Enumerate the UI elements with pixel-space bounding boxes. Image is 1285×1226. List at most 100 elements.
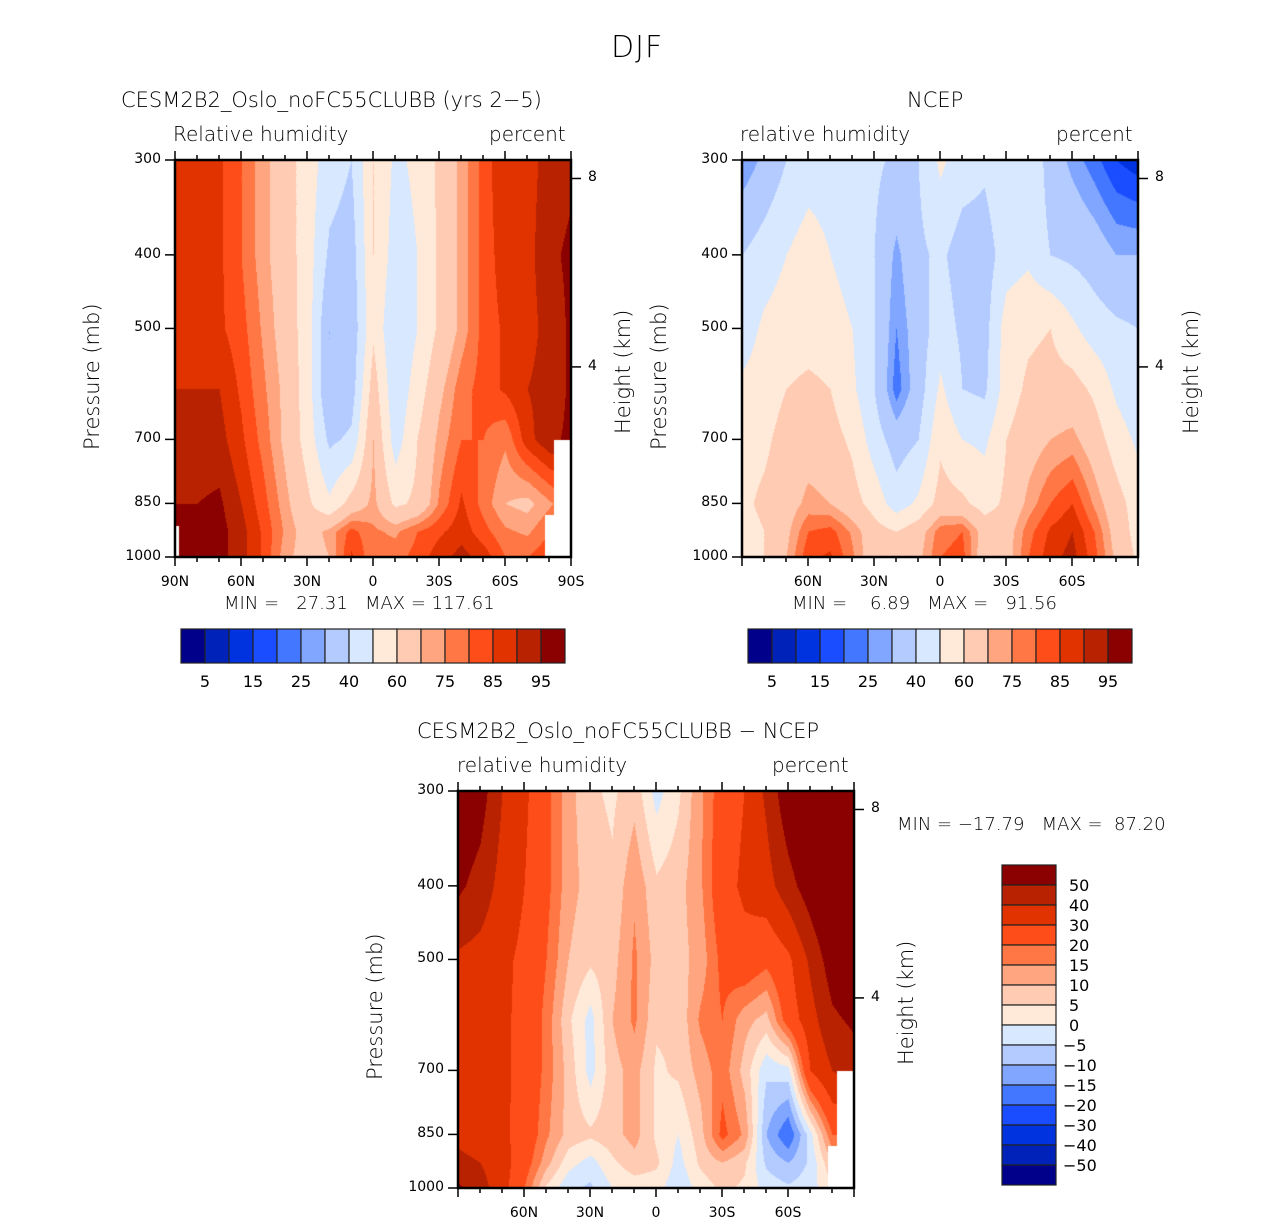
colorbar-label: 20 — [1069, 936, 1090, 955]
x-tick-label: 60S — [491, 574, 519, 590]
colorbar-box — [1001, 1124, 1057, 1146]
y-tick-label: 700 — [701, 430, 728, 447]
colorbar-box — [228, 628, 254, 664]
y-tick-label: 400 — [417, 876, 444, 893]
panel-title-obs: NCEP — [907, 88, 964, 112]
panel-title-model: CESM2B2_Oslo_noFC55CLUBB (yrs 2−5) — [121, 88, 542, 112]
colorbar-label: 5 — [199, 672, 211, 691]
x-tick-label: 60N — [509, 1205, 539, 1221]
colorbar-box — [1001, 1084, 1057, 1106]
left-string-obs: relative humidity — [740, 122, 911, 146]
colorbar-label: −10 — [1063, 1056, 1097, 1075]
left-string-diff: relative humidity — [457, 753, 628, 777]
colorbar-box — [1001, 1024, 1057, 1046]
colorbar-model — [180, 628, 566, 664]
colorbar-box — [867, 628, 893, 664]
colorbar-label: −15 — [1063, 1076, 1097, 1095]
x-tick-label: 30N — [575, 1205, 605, 1221]
axes-model — [165, 151, 581, 566]
colorbar-box — [468, 628, 494, 664]
colorbar-box — [492, 628, 518, 664]
y-right-tick-label: 4 — [588, 357, 597, 374]
colorbar-label: 25 — [290, 672, 312, 691]
colorbar-label: −5 — [1063, 1036, 1087, 1055]
colorbar-diff — [1001, 864, 1057, 1186]
right-string-model: percent — [489, 122, 566, 146]
colorbar-box — [540, 628, 566, 664]
figure-title: DJF — [611, 30, 664, 65]
colorbar-box — [1001, 1104, 1057, 1126]
colorbar-box — [1001, 924, 1057, 946]
colorbar-box — [372, 628, 398, 664]
y-tick-label: 500 — [417, 950, 444, 967]
axes-diff — [448, 782, 864, 1197]
colorbar-box — [1001, 864, 1057, 886]
right-string-obs: percent — [1056, 122, 1133, 146]
y-right-tick-label: 8 — [871, 800, 880, 817]
y-axis-right-label-diff: Height (km) — [894, 940, 918, 1065]
plot-frame — [173, 158, 573, 559]
y-tick-label: 400 — [701, 245, 728, 262]
colorbar-label: −20 — [1063, 1096, 1097, 1115]
colorbar-obs — [747, 628, 1133, 664]
y-right-tick-label: 4 — [871, 988, 880, 1005]
colorbar-box — [396, 628, 422, 664]
contour-plot-model — [175, 160, 571, 557]
x-tick-label: 60S — [1058, 574, 1086, 590]
plot-frame — [740, 158, 1140, 559]
colorbar-box — [1059, 628, 1085, 664]
colorbar-box — [1001, 984, 1057, 1006]
x-tick-label: 30S — [708, 1205, 736, 1221]
y-axis-label-diff: Pressure (mb) — [363, 933, 387, 1080]
y-axis-right-label-obs: Height (km) — [1179, 309, 1203, 434]
y-tick-label: 500 — [134, 319, 161, 336]
x-tick-label: 60N — [793, 574, 823, 590]
minmax-model: MIN = 27.31 MAX = 117.61 — [224, 593, 495, 614]
colorbar-box — [324, 628, 350, 664]
colorbar-box — [300, 628, 326, 664]
colorbar-label: 85 — [1049, 672, 1071, 691]
x-tick-label: 30N — [292, 574, 322, 590]
y-tick-label: 300 — [701, 151, 728, 167]
colorbar-label: −30 — [1063, 1116, 1097, 1135]
y-tick-label: 300 — [134, 151, 161, 167]
colorbar-label: 60 — [386, 672, 408, 691]
y-axis-right-label-model: Height (km) — [611, 309, 635, 434]
colorbar-box — [915, 628, 941, 664]
panel-title-diff: CESM2B2_Oslo_noFC55CLUBB − NCEP — [417, 719, 820, 743]
colorbar-box — [939, 628, 965, 664]
y-axis-label-obs: Pressure (mb) — [647, 303, 671, 450]
colorbar-label: 30 — [1069, 916, 1090, 935]
colorbar-box — [444, 628, 470, 664]
y-tick-label: 1000 — [125, 548, 161, 564]
y-tick-label: 850 — [701, 494, 728, 511]
colorbar-box — [987, 628, 1013, 664]
y-axis-label-model: Pressure (mb) — [80, 303, 104, 450]
x-tick-label: 90N — [160, 574, 190, 590]
y-right-tick-label: 8 — [588, 169, 597, 186]
x-tick-label: 30N — [859, 574, 889, 590]
colorbar-box — [1011, 628, 1037, 664]
colorbar-box — [252, 628, 278, 664]
colorbar-box — [420, 628, 446, 664]
colorbar-label: 10 — [1069, 976, 1090, 995]
y-tick-label: 700 — [134, 430, 161, 447]
colorbar-box — [516, 628, 542, 664]
colorbar-box — [1001, 904, 1057, 926]
colorbar-box — [180, 628, 206, 664]
x-tick-label: 60S — [774, 1205, 802, 1221]
colorbar-label: 40 — [1069, 896, 1090, 915]
colorbar-box — [1001, 1164, 1057, 1186]
colorbar-label: 15 — [809, 672, 831, 691]
colorbar-box — [276, 628, 302, 664]
plot-frame — [456, 789, 856, 1190]
y-tick-label: 1000 — [408, 1179, 444, 1195]
colorbar-box — [747, 628, 773, 664]
colorbar-box — [843, 628, 869, 664]
colorbar-box — [771, 628, 797, 664]
contour-plot-diff — [458, 791, 854, 1188]
colorbar-label: 5 — [766, 672, 778, 691]
colorbar-label: 75 — [1001, 672, 1023, 691]
colorbar-label: 95 — [1097, 672, 1119, 691]
y-right-tick-label: 8 — [1155, 169, 1164, 186]
